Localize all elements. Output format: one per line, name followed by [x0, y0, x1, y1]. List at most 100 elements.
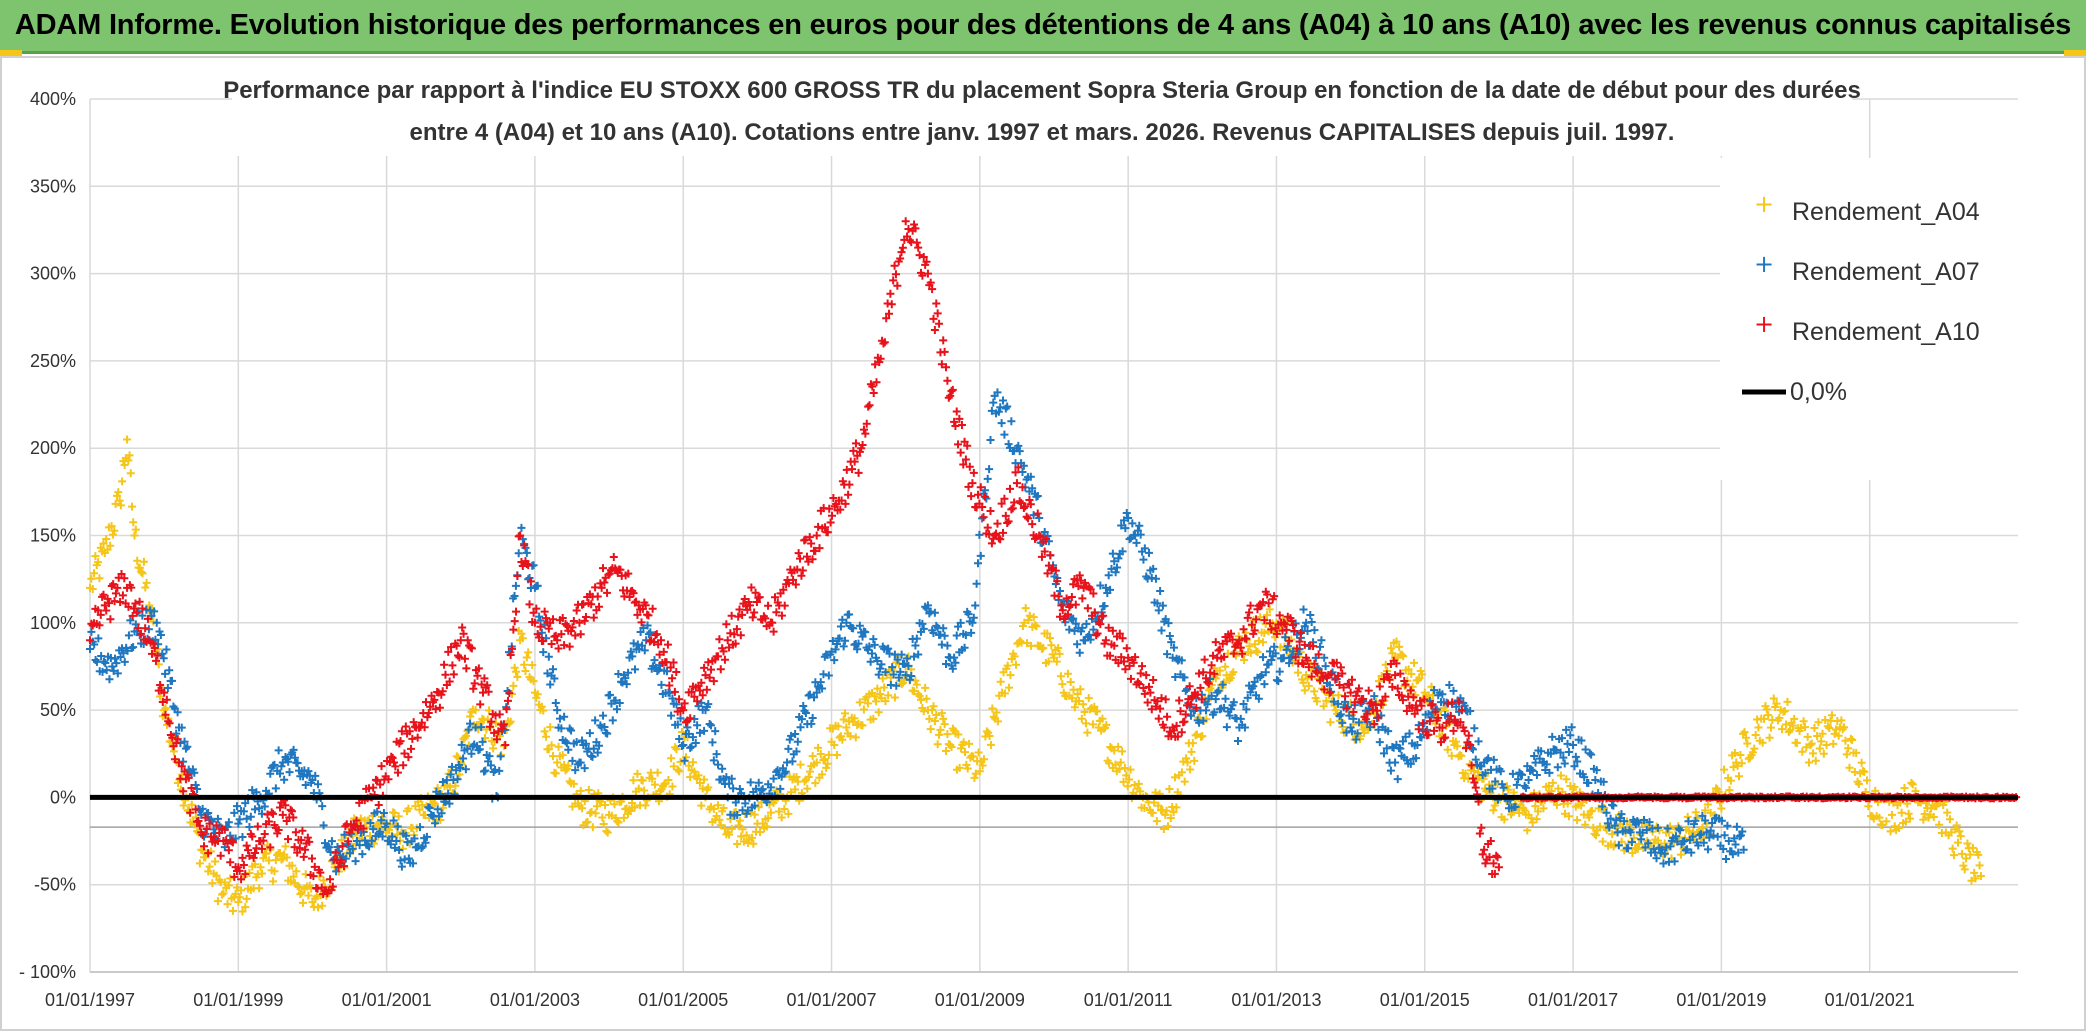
point-a10 — [797, 571, 806, 580]
point-a07 — [119, 649, 128, 658]
point-a07 — [400, 855, 409, 864]
point-a10 — [1428, 700, 1437, 709]
point-a04 — [947, 742, 956, 751]
point-a07 — [1270, 642, 1279, 651]
point-a10 — [249, 853, 258, 862]
point-a07 — [1496, 767, 1505, 776]
point-a07 — [1156, 586, 1165, 595]
point-a10 — [1342, 704, 1351, 713]
point-a10 — [702, 685, 711, 694]
point-a10 — [1121, 665, 1130, 674]
x-tick-label: 01/01/2011 — [1084, 990, 1173, 1010]
point-a10 — [697, 678, 706, 687]
point-a04 — [583, 817, 592, 826]
point-a07 — [1210, 708, 1219, 717]
chart-title-line-1: Performance par rapport à l'indice EU ST… — [223, 77, 1861, 104]
point-a07 — [1153, 599, 1162, 608]
point-a04 — [539, 706, 548, 715]
point-a04 — [1326, 718, 1335, 727]
point-a04 — [742, 831, 751, 840]
point-a07 — [1343, 703, 1352, 712]
point-a10 — [1026, 500, 1035, 509]
point-a10 — [1264, 599, 1273, 608]
point-a10 — [587, 600, 596, 609]
point-a04 — [553, 758, 562, 767]
point-a07 — [1570, 762, 1579, 771]
point-a04 — [1822, 740, 1831, 749]
point-a10 — [264, 817, 273, 826]
point-a07 — [973, 559, 982, 568]
point-a07 — [314, 780, 323, 789]
point-a07 — [854, 639, 863, 648]
point-a10 — [1010, 498, 1019, 507]
point-a10 — [1218, 639, 1227, 648]
point-a10 — [1208, 651, 1217, 660]
point-a07 — [557, 724, 566, 733]
point-a10 — [213, 836, 222, 845]
point-a10 — [1338, 669, 1347, 678]
point-a04 — [1256, 613, 1265, 622]
point-a10 — [979, 513, 988, 522]
point-a04 — [537, 702, 546, 711]
point-a10 — [798, 566, 807, 575]
point-a04 — [1032, 622, 1041, 631]
point-a07 — [241, 799, 250, 808]
point-a10 — [138, 604, 147, 613]
point-a10 — [1051, 566, 1060, 575]
point-a07 — [522, 548, 531, 557]
point-a07 — [1135, 521, 1144, 530]
point-a10 — [1232, 640, 1241, 649]
point-a10 — [1397, 691, 1406, 700]
point-a07 — [1124, 514, 1133, 523]
point-a04 — [1054, 643, 1063, 652]
point-a04 — [281, 842, 290, 851]
point-a04 — [1825, 723, 1834, 732]
point-a07 — [546, 680, 555, 689]
point-a10 — [677, 703, 686, 712]
point-a07 — [631, 665, 640, 674]
point-a07 — [1029, 511, 1038, 520]
point-a04 — [130, 531, 139, 540]
point-a10 — [705, 673, 714, 682]
legend-label-zero: 0,0% — [1790, 378, 1847, 406]
point-a04 — [220, 878, 229, 887]
point-a10 — [528, 618, 537, 627]
point-a10 — [352, 816, 361, 825]
point-a04 — [1805, 758, 1814, 767]
point-a07 — [1303, 626, 1312, 635]
point-a04 — [1935, 820, 1944, 829]
point-a10 — [560, 641, 569, 650]
point-a10 — [851, 439, 860, 448]
point-a10 — [452, 641, 461, 650]
point-a07 — [190, 768, 199, 777]
point-a10 — [1233, 639, 1242, 648]
point-a10 — [201, 813, 210, 822]
point-a04 — [106, 541, 115, 550]
point-a04 — [129, 518, 138, 527]
point-a10 — [1040, 547, 1049, 556]
point-a07 — [1260, 680, 1269, 689]
point-a07 — [1195, 718, 1204, 727]
point-a04 — [1685, 826, 1694, 835]
point-a07 — [599, 711, 608, 720]
point-a04 — [1534, 807, 1543, 816]
point-a07 — [1730, 834, 1739, 843]
point-a10 — [427, 691, 436, 700]
point-a07 — [238, 832, 247, 841]
point-a04 — [1778, 725, 1787, 734]
point-a07 — [126, 616, 135, 625]
point-a07 — [1236, 714, 1245, 723]
point-a04 — [1310, 687, 1319, 696]
point-a10 — [339, 862, 348, 871]
point-a07 — [1278, 654, 1287, 663]
point-a07 — [1557, 734, 1566, 743]
point-a10 — [1202, 674, 1211, 683]
point-a10 — [1185, 682, 1194, 691]
point-a10 — [876, 354, 885, 363]
point-a04 — [1119, 777, 1128, 786]
point-a04 — [602, 827, 611, 836]
point-a07 — [1261, 668, 1270, 677]
point-a07 — [285, 768, 294, 777]
point-a10 — [748, 613, 757, 622]
point-a10 — [1359, 694, 1368, 703]
